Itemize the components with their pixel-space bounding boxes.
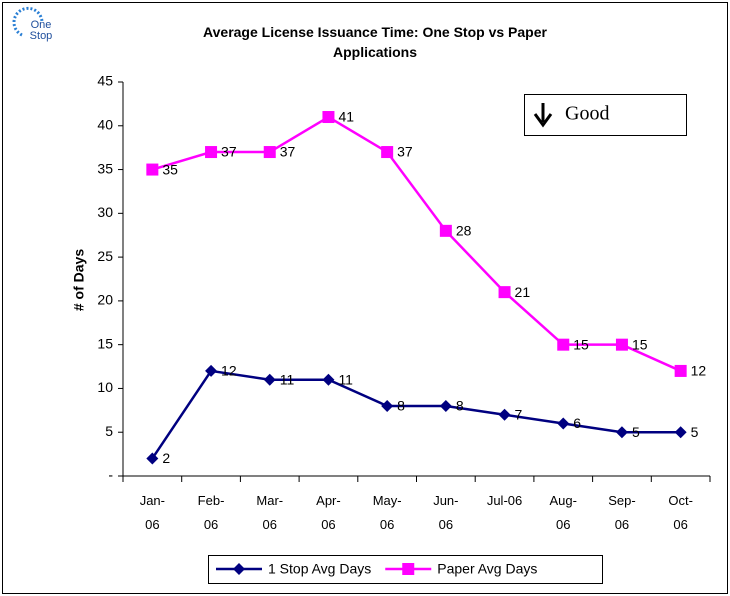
point <box>615 426 628 439</box>
y-tick-label: 10 <box>97 379 113 395</box>
data-label: 15 <box>632 336 648 352</box>
y-tick-label: 25 <box>97 248 113 264</box>
x-tick-label: Jun-06 <box>433 493 459 532</box>
data-label: 6 <box>573 415 581 431</box>
point <box>263 373 276 386</box>
x-tick-label: Feb-06 <box>197 493 225 532</box>
y-tick-label: 40 <box>97 116 113 132</box>
y-tick-label: 30 <box>97 204 113 220</box>
x-tick-label: Aug-06 <box>549 493 577 532</box>
point <box>322 373 335 386</box>
down-arrow <box>533 103 553 128</box>
data-label: 35 <box>162 161 178 177</box>
data-label: 21 <box>515 284 531 300</box>
point <box>557 417 570 430</box>
data-label: 41 <box>338 109 354 125</box>
point <box>381 399 394 412</box>
point <box>498 408 511 421</box>
legend-label: Paper Avg Days <box>437 561 537 577</box>
point <box>322 111 335 124</box>
point <box>263 146 276 159</box>
logo: One Stop <box>29 19 53 42</box>
x-tick-label: Oct-06 <box>668 493 693 532</box>
data-label: 37 <box>280 144 296 160</box>
point <box>557 338 570 351</box>
data-label: 15 <box>573 336 589 352</box>
annotation: Good <box>565 103 609 125</box>
data-label: 12 <box>221 363 237 379</box>
point <box>381 146 394 159</box>
legend-label: 1 Stop Avg Days <box>268 561 371 577</box>
x-tick-label: Apr-06 <box>316 493 341 532</box>
data-label: 5 <box>632 424 640 440</box>
data-label: 5 <box>691 424 699 440</box>
x-tick-label: May-06 <box>372 493 402 532</box>
data-label: 12 <box>691 363 707 379</box>
data-label: 2 <box>162 450 170 466</box>
point <box>205 146 218 159</box>
point <box>146 452 159 465</box>
chart-title: Average License Issuance Time: One Stop … <box>203 24 547 60</box>
y-tick-label: 20 <box>97 292 113 308</box>
point <box>205 364 218 377</box>
legend-marker <box>402 563 415 575</box>
point <box>674 426 687 439</box>
data-label: 37 <box>221 144 237 160</box>
y-axis-label: # of Days <box>71 249 87 311</box>
series-line <box>151 115 682 373</box>
point <box>439 399 452 412</box>
legend-item: Paper Avg Days <box>385 561 537 577</box>
legend-marker <box>233 563 245 575</box>
data-label: 37 <box>397 144 413 160</box>
point <box>146 163 159 176</box>
point <box>615 338 628 351</box>
data-label: 7 <box>515 406 523 422</box>
y-tick-label: 35 <box>97 160 113 176</box>
x-tick-label: Jan-06 <box>139 493 165 532</box>
data-label: 8 <box>456 398 464 414</box>
data-label: 11 <box>280 371 295 387</box>
x-tick-label: Jul-06 <box>486 493 523 508</box>
series-line <box>151 369 681 460</box>
y-tick-label: - <box>108 467 113 483</box>
data-label: 28 <box>456 223 472 239</box>
x-tick-label: Mar-06 <box>256 493 284 532</box>
y-tick-label: 15 <box>97 335 113 351</box>
point <box>674 364 687 377</box>
data-label: 8 <box>397 398 405 414</box>
data-label: 11 <box>338 371 353 387</box>
y-tick-label: 45 <box>97 73 113 89</box>
point <box>439 224 452 237</box>
legend-item: 1 Stop Avg Days <box>216 561 371 577</box>
logo-icon <box>12 6 44 37</box>
y-tick-label: 5 <box>105 423 113 439</box>
x-tick-label: Sep-06 <box>608 493 636 532</box>
point <box>498 286 511 299</box>
